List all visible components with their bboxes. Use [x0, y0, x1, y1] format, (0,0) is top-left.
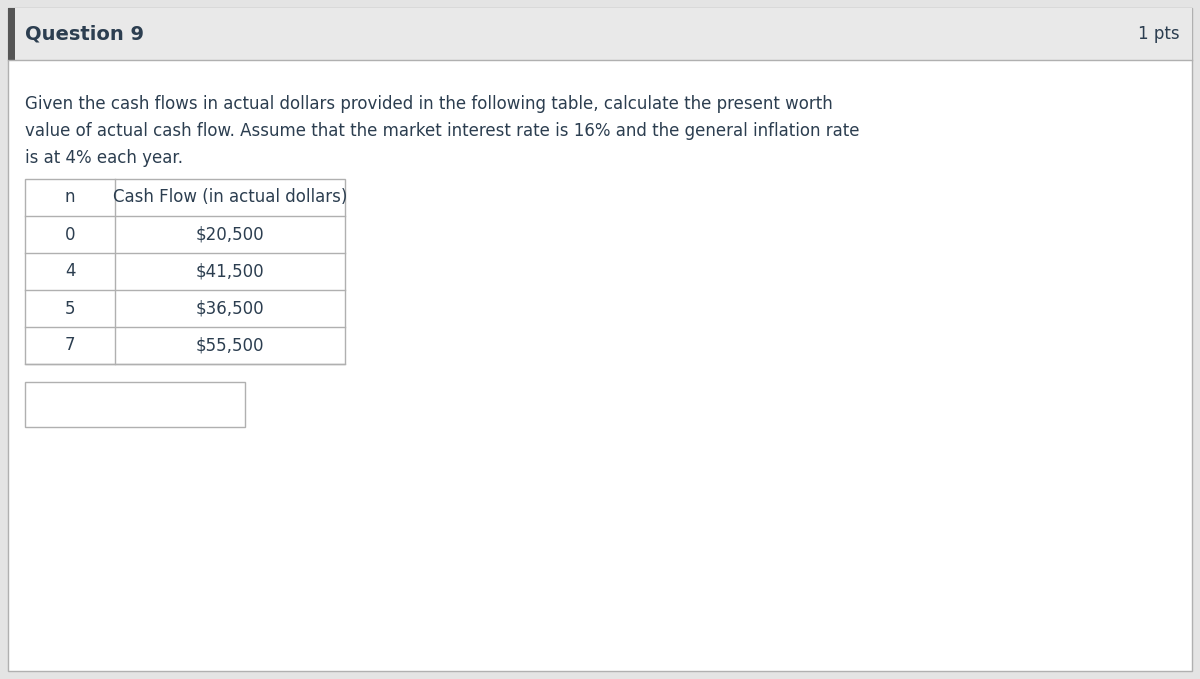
Text: $20,500: $20,500	[196, 225, 264, 244]
Bar	[8, 8, 1192, 60]
Bar	[8, 8, 14, 60]
Text: $55,500: $55,500	[196, 337, 264, 354]
Text: 1 pts: 1 pts	[1139, 25, 1180, 43]
Text: Cash Flow (in actual dollars): Cash Flow (in actual dollars)	[113, 189, 347, 206]
Text: $36,500: $36,500	[196, 299, 264, 318]
Text: is at 4% each year.: is at 4% each year.	[25, 149, 182, 167]
Text: value of actual cash flow. Assume that the market interest rate is 16% and the g: value of actual cash flow. Assume that t…	[25, 122, 859, 140]
Text: Question 9: Question 9	[25, 24, 144, 43]
Text: 4: 4	[65, 263, 76, 280]
Bar	[25, 382, 245, 427]
Text: Given the cash flows in actual dollars provided in the following table, calculat: Given the cash flows in actual dollars p…	[25, 95, 833, 113]
Text: $41,500: $41,500	[196, 263, 264, 280]
Text: 5: 5	[65, 299, 76, 318]
Text: 7: 7	[65, 337, 76, 354]
Bar	[25, 179, 346, 364]
Text: 0: 0	[65, 225, 76, 244]
Text: n: n	[65, 189, 76, 206]
